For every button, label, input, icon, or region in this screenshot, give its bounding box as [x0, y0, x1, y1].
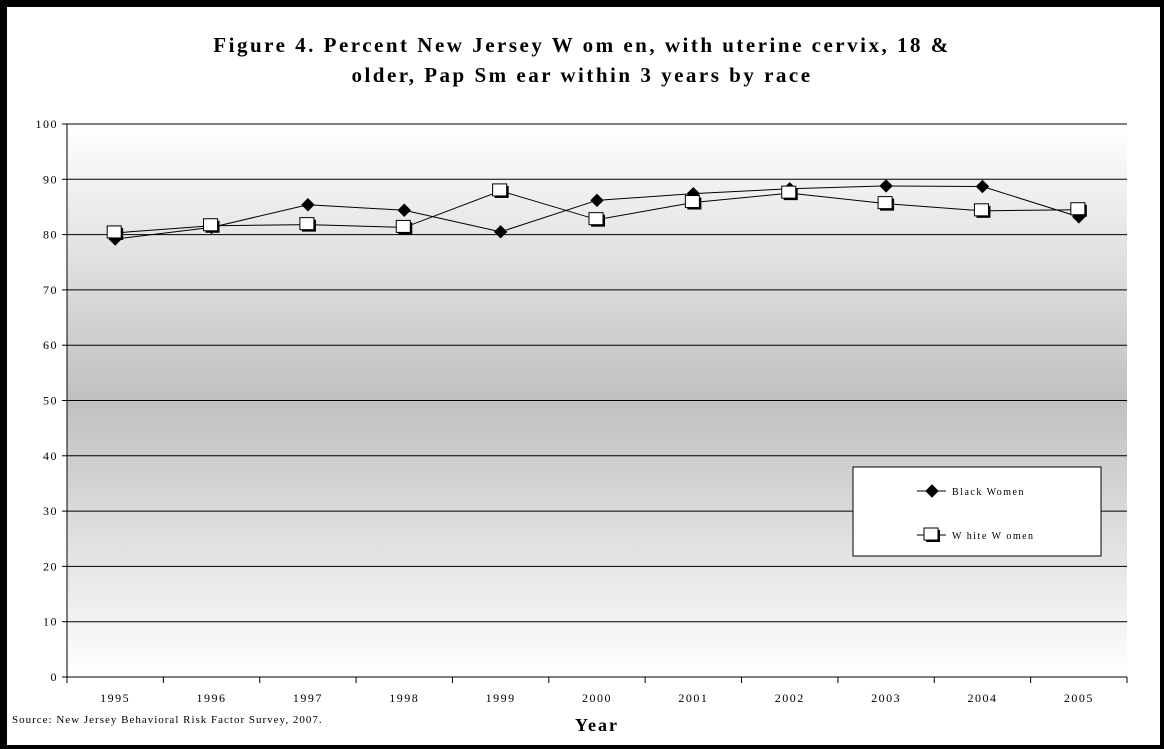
- legend: Black Women W hite W omen: [852, 466, 1102, 557]
- data-point-square-2000: [588, 212, 605, 227]
- data-point-diamond-2004: [975, 179, 990, 194]
- x-tick-label-1995: 1995: [100, 691, 130, 705]
- x-tick-label-2003: 2003: [871, 691, 901, 705]
- x-axis-label: Year: [575, 715, 619, 735]
- y-tick-label-30: 30: [43, 504, 58, 518]
- y-tick-label-10: 10: [43, 615, 58, 629]
- data-point-diamond-1997: [301, 198, 315, 212]
- x-tick-label-2004: 2004: [967, 691, 997, 705]
- y-tick-label-90: 90: [43, 172, 58, 186]
- y-tick-label-50: 50: [43, 394, 58, 408]
- chart-title-line2: older, Pap Sm ear within 3 years by race: [351, 63, 812, 87]
- x-tick-label-1996: 1996: [197, 691, 227, 705]
- y-tick-label-0: 0: [51, 670, 59, 684]
- y-tick-label-20: 20: [43, 559, 58, 573]
- x-tick-label-1997: 1997: [293, 691, 323, 705]
- data-point-square-2003: [877, 196, 895, 211]
- x-tick-label-2002: 2002: [775, 691, 805, 705]
- data-point-square-1996: [203, 218, 220, 233]
- data-point-square-2002: [781, 185, 798, 201]
- y-tick-label-70: 70: [43, 283, 58, 297]
- data-point-diamond-2003: [879, 179, 893, 193]
- x-tick-label-2005: 2005: [1064, 691, 1094, 705]
- chart-title-line1: Figure 4. Percent New Jersey W om en, wi…: [213, 33, 950, 57]
- data-point-diamond-1998: [397, 203, 411, 217]
- y-tick-label-60: 60: [43, 338, 58, 352]
- data-point-square-2001: [684, 195, 702, 210]
- legend-item-1: W hite W omen: [917, 527, 1035, 542]
- x-tick-label-1998: 1998: [389, 691, 419, 705]
- data-point-square-1997: [299, 217, 316, 232]
- legend-label-0: Black Women: [952, 487, 1025, 498]
- source-note: Source: New Jersey Behavioral Risk Facto…: [12, 714, 323, 726]
- data-point-square-2005: [1070, 202, 1087, 217]
- series-markers-1: [106, 183, 1087, 240]
- axes: 0 10 20 30 40 50 60 70 80 90 100 1995 1996 1997 1998 19…: [36, 117, 1128, 705]
- y-tick-label-80: 80: [43, 228, 58, 242]
- legend-marker-square: [923, 527, 940, 542]
- x-tick-label-2000: 2000: [582, 691, 612, 705]
- data-series: [106, 179, 1087, 246]
- legend-label-1: W hite W omen: [952, 531, 1035, 542]
- y-tick-label-40: 40: [43, 449, 58, 463]
- data-point-diamond-1999: [493, 225, 508, 239]
- data-point-square-2004: [973, 203, 991, 218]
- legend-item-0: Black Women: [917, 484, 1025, 498]
- gridlines: [67, 123, 1127, 623]
- legend-marker-diamond: [925, 484, 939, 498]
- data-point-diamond-2000: [590, 193, 604, 208]
- data-point-square-1998: [395, 219, 413, 235]
- x-tick-label-2001: 2001: [678, 691, 708, 705]
- data-point-square-1995: [106, 225, 124, 240]
- y-tick-label-100: 100: [36, 117, 59, 131]
- data-point-square-1999: [492, 183, 509, 198]
- x-tick-label-1999: 1999: [486, 691, 516, 705]
